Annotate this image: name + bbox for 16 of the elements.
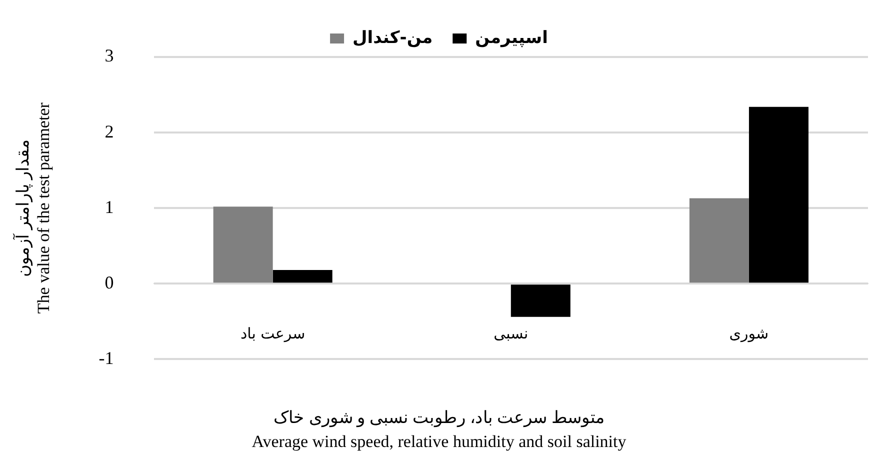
y-tick-label: -1 [98, 348, 114, 368]
y-tick-label: 0 [104, 272, 114, 292]
y-tick-label: 3 [104, 46, 114, 66]
x-tick-label: سرعت باد [240, 324, 306, 343]
bar [510, 284, 570, 317]
x-tick-label: شوری [729, 324, 769, 343]
bar [689, 198, 749, 283]
bar [272, 270, 332, 283]
legend-label: من-کندال [352, 28, 433, 48]
x-axis-title: متوسط سرعت باد، رطوبت نسبی و شوری خاک Average wind speed, relative humidity and soil salinity [250, 407, 628, 453]
bar [213, 206, 273, 283]
x-tick-label: نسبی [494, 324, 528, 343]
y-tick-label: 2 [104, 121, 114, 142]
legend-label: اسپیرمن [475, 28, 548, 48]
bar [748, 106, 808, 283]
y-tick-label: 1 [104, 196, 114, 217]
